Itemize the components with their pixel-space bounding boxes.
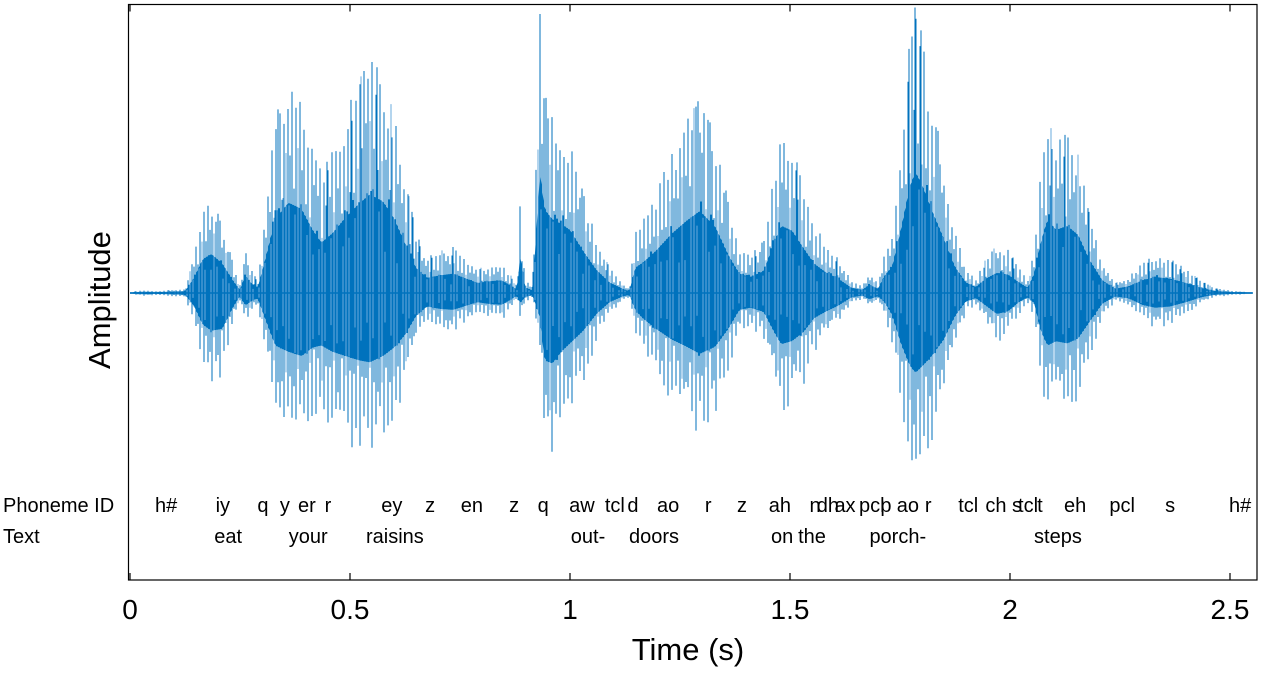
text-row-header: Text xyxy=(3,526,40,548)
phoneme-label: z xyxy=(737,495,747,517)
phoneme-label: tcl xyxy=(1018,495,1038,517)
phoneme-label: iy xyxy=(216,495,230,517)
word-label: eat xyxy=(214,526,242,548)
phoneme-label: ax xyxy=(834,495,855,517)
phoneme-label: ao xyxy=(657,495,679,517)
word-label: your xyxy=(289,526,328,548)
phoneme-label: d xyxy=(627,495,638,517)
phoneme-label: h# xyxy=(1229,495,1252,517)
plot-border xyxy=(127,3,1258,581)
phoneme-label: ah xyxy=(769,495,791,517)
phoneme-label: z xyxy=(425,495,435,517)
phoneme-label: s xyxy=(1165,495,1175,517)
word-label: steps xyxy=(1034,526,1082,548)
phoneme-label: r xyxy=(925,495,932,517)
phoneme-label: y xyxy=(280,495,290,517)
phoneme-label: h# xyxy=(155,495,178,517)
phoneme-label: z xyxy=(509,495,519,517)
phoneme-label: pcl xyxy=(859,495,885,517)
phoneme-label: pcl xyxy=(1109,495,1135,517)
word-label: doors xyxy=(629,526,679,548)
phoneme-label: s xyxy=(1012,495,1022,517)
x-tick-label: 2.5 xyxy=(1211,594,1250,625)
phoneme-label: n xyxy=(810,495,821,517)
x-tick-label: 1 xyxy=(562,594,578,625)
x-tick-label: 2 xyxy=(1002,594,1018,625)
x-axis-label: Time (s) xyxy=(632,632,745,667)
phoneme-label: dh xyxy=(817,495,839,517)
phoneme-label: eh xyxy=(1064,495,1086,517)
phoneme-label: tcl xyxy=(605,495,625,517)
phoneme-label: p xyxy=(880,495,891,517)
x-tick-label: 0 xyxy=(122,594,138,625)
phoneme-label: q xyxy=(257,495,268,517)
word-label: raisins xyxy=(366,526,424,548)
phoneme-label: ey xyxy=(381,495,402,517)
phoneme-row-header: Phoneme ID xyxy=(3,495,114,517)
phoneme-label: r xyxy=(705,495,712,517)
word-label: porch- xyxy=(869,526,926,548)
phoneme-label: ch xyxy=(985,495,1006,517)
phoneme-label: er xyxy=(298,495,316,517)
phoneme-label: tcl xyxy=(958,495,978,517)
word-label: the xyxy=(798,526,826,548)
phoneme-label: ao xyxy=(897,495,919,517)
word-label: on xyxy=(771,526,793,548)
y-axis-label: Amplitude xyxy=(82,231,117,369)
phoneme-label: aw xyxy=(569,495,595,517)
phoneme-label: q xyxy=(538,495,549,517)
phoneme-label: t xyxy=(1037,495,1043,517)
x-tick-label: 1.5 xyxy=(771,594,810,625)
phoneme-label: r xyxy=(325,495,332,517)
word-label: out- xyxy=(571,526,605,548)
phoneme-label: en xyxy=(461,495,483,517)
x-tick-label: 0.5 xyxy=(331,594,370,625)
axis-tick xyxy=(129,4,1231,580)
